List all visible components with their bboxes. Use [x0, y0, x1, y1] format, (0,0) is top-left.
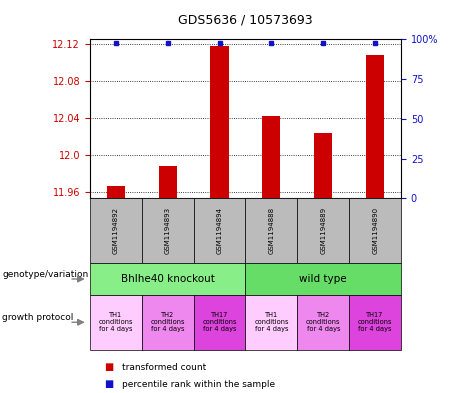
Text: GSM1194889: GSM1194889 — [320, 208, 326, 254]
Text: TH17
conditions
for 4 days: TH17 conditions for 4 days — [202, 312, 237, 332]
Text: genotype/variation: genotype/variation — [2, 270, 89, 279]
Bar — [211, 46, 229, 198]
Text: ■: ■ — [104, 362, 113, 373]
Text: transformed count: transformed count — [122, 363, 207, 372]
Bar — [314, 133, 332, 198]
Text: TH1
conditions
for 4 days: TH1 conditions for 4 days — [99, 312, 133, 332]
Text: percentile rank within the sample: percentile rank within the sample — [122, 380, 275, 389]
Text: ■: ■ — [104, 379, 113, 389]
Bar — [262, 116, 280, 198]
Text: Bhlhe40 knockout: Bhlhe40 knockout — [121, 274, 215, 284]
Text: GSM1194892: GSM1194892 — [113, 208, 119, 254]
Text: GSM1194894: GSM1194894 — [217, 208, 223, 254]
Text: growth protocol: growth protocol — [2, 313, 74, 322]
Text: GDS5636 / 10573693: GDS5636 / 10573693 — [178, 14, 313, 27]
Bar — [159, 166, 177, 198]
Bar — [366, 55, 384, 198]
Text: wild type: wild type — [300, 274, 347, 284]
Text: TH17
conditions
for 4 days: TH17 conditions for 4 days — [358, 312, 392, 332]
Text: GSM1194888: GSM1194888 — [268, 208, 274, 254]
Text: GSM1194890: GSM1194890 — [372, 208, 378, 254]
Text: TH1
conditions
for 4 days: TH1 conditions for 4 days — [254, 312, 289, 332]
Text: GSM1194893: GSM1194893 — [165, 208, 171, 254]
Text: TH2
conditions
for 4 days: TH2 conditions for 4 days — [150, 312, 185, 332]
Text: TH2
conditions
for 4 days: TH2 conditions for 4 days — [306, 312, 341, 332]
Bar — [107, 186, 125, 198]
